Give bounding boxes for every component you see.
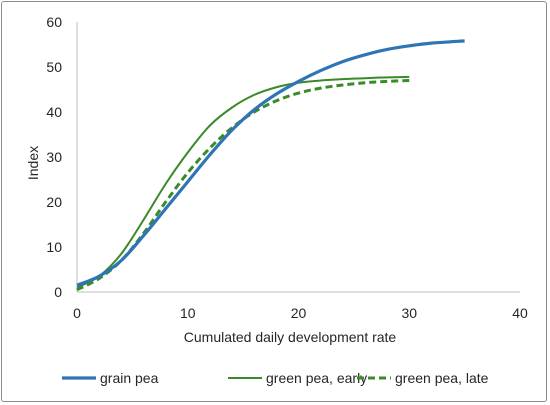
series-layer bbox=[76, 39, 465, 292]
legend: grain pea green pea, early green pea, late bbox=[62, 370, 489, 386]
legend-label-green-pea-early: green pea, early bbox=[266, 370, 367, 386]
y-tick-label: 0 bbox=[54, 284, 62, 300]
x-tick-label: 20 bbox=[291, 305, 307, 321]
series-line-green-pea-late bbox=[76, 79, 410, 292]
y-tick-label: 50 bbox=[46, 59, 62, 75]
legend-label-green-pea-late: green pea, late bbox=[395, 370, 489, 386]
x-tick-labels: 0 10 20 30 40 bbox=[73, 305, 528, 321]
y-tick-labels: 0 10 20 30 40 50 60 bbox=[46, 14, 62, 300]
series-line-grain-pea bbox=[76, 39, 465, 287]
y-tick-label: 20 bbox=[46, 194, 62, 210]
x-tick-label: 40 bbox=[512, 305, 528, 321]
y-tick-label: 60 bbox=[46, 14, 62, 30]
y-axis-title: Index bbox=[25, 146, 41, 180]
y-tick-label: 30 bbox=[46, 149, 62, 165]
y-tick-label: 10 bbox=[46, 239, 62, 255]
series-line-green-pea-early bbox=[76, 75, 410, 289]
x-tick-label: 10 bbox=[180, 305, 196, 321]
x-tick-label: 0 bbox=[73, 305, 81, 321]
y-tick-label: 40 bbox=[46, 104, 62, 120]
x-tick-label: 30 bbox=[401, 305, 417, 321]
legend-label-grain-pea: grain pea bbox=[100, 370, 159, 386]
x-axis-title: Cumulated daily development rate bbox=[184, 329, 397, 345]
